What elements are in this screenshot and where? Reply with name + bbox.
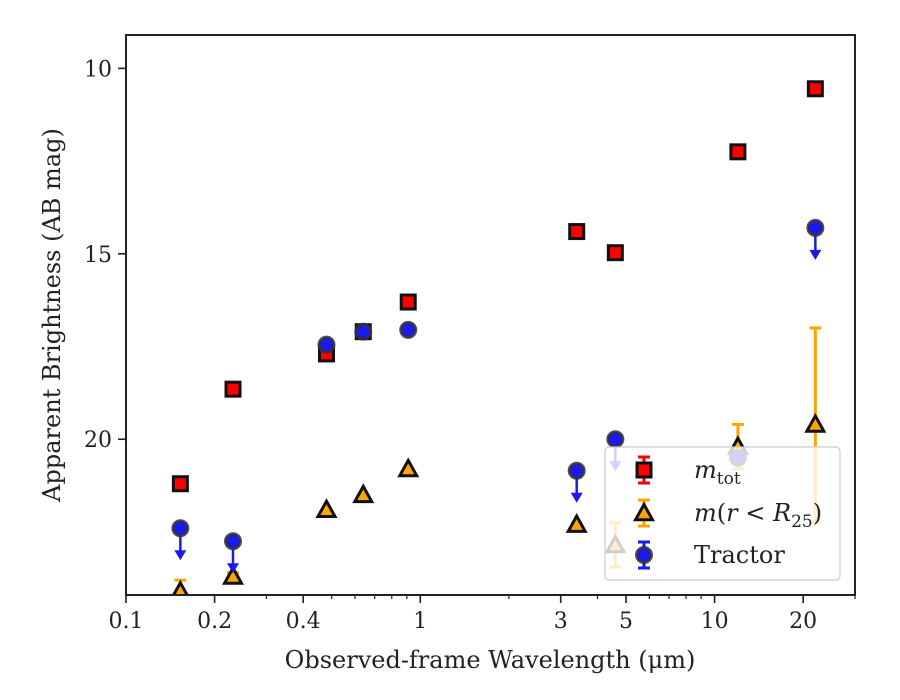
legend-item: mtot [635, 455, 741, 489]
upper-limit-arrow-head [174, 550, 187, 561]
legend-item: Tractor [635, 540, 785, 570]
data-point-circle [224, 532, 243, 551]
data-point-square [729, 143, 747, 161]
legend-marker-triangle [632, 501, 656, 522]
legend-label: Tractor [694, 541, 785, 569]
data-point-triangle [315, 498, 338, 519]
upper-limit-arrow-head [227, 563, 240, 574]
legend-label: mtot [694, 456, 741, 489]
x-tick-label: 3 [554, 609, 568, 634]
data-point-square [806, 80, 824, 98]
series-square [171, 80, 824, 493]
legend: mtot m(r < R25) Tractor [604, 446, 841, 581]
x-tick-label: 0.4 [286, 609, 321, 634]
data-point-triangle [171, 579, 189, 595]
upper-limit-arrow-head [570, 492, 583, 503]
y-tick-label: 10 [84, 57, 112, 82]
data-point-triangle [804, 412, 827, 433]
data-point-square [224, 380, 242, 398]
legend-marker-circle [635, 546, 653, 564]
data-point-triangle [221, 564, 245, 585]
data-point-circle [399, 320, 418, 339]
data-point-triangle [397, 457, 420, 478]
legend-label: m(r < R25) [694, 499, 822, 532]
y-tick-label: 15 [84, 243, 112, 268]
data-point-square [568, 223, 586, 241]
data-point-circle [354, 322, 373, 341]
data-point-triangle [565, 512, 588, 533]
data-point-square [399, 293, 417, 311]
legend-item: m(r < R25) [632, 498, 822, 532]
x-axis-label: Observed-frame Wavelength (μm) [285, 646, 696, 674]
y-axis-label: Apparent Brightness (AB mag) [38, 128, 66, 503]
data-point-circle [317, 335, 336, 354]
x-tick-label: 0.2 [197, 609, 232, 634]
data-point-circle [171, 519, 190, 538]
x-tick-label: 20 [789, 609, 817, 634]
axes: 0.1 0.2 0.4 1 3 5 10 20 10 15 20 [84, 34, 856, 634]
data-point-square [171, 475, 189, 493]
x-tick-label: 1 [413, 609, 427, 634]
data-point-circle [567, 461, 586, 480]
data-point-square [606, 244, 624, 262]
x-tick-label: 0.1 [109, 609, 144, 634]
x-tick-label: 5 [619, 609, 633, 634]
data-point-circle [806, 218, 825, 237]
upper-limit-arrow-head [809, 249, 822, 260]
data-point-triangle [352, 483, 375, 504]
legend-marker-square [635, 461, 653, 479]
data-point-circle [606, 430, 625, 449]
x-tick-label: 10 [701, 609, 729, 634]
plot-frame [125, 34, 856, 596]
y-tick-label: 20 [84, 428, 112, 453]
legend-box [604, 446, 841, 581]
